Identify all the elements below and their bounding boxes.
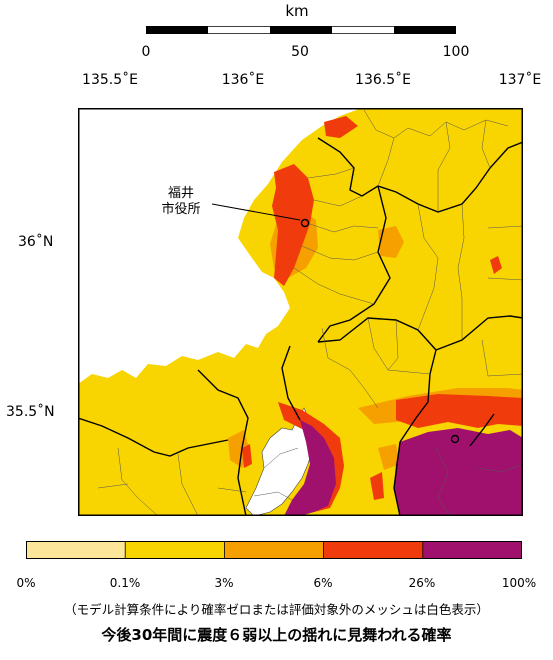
city-hall-marker [300,218,310,228]
prob-6-26-areas [242,116,523,512]
legend-bin-26-100 [422,541,522,559]
prob-26-100-areas [284,420,523,516]
legend-bin-3-6 [224,541,324,559]
municipal-boundaries [97,109,523,516]
map-title: 今後30年間に震度６弱以上の揺れに見舞われる確率 [101,626,452,644]
scale-tick-100: 100 [442,44,470,60]
legend-tick-100: 100% [501,576,537,590]
legend-tick-0-1: 0.1% [109,576,141,590]
legend-color-bar [26,541,522,559]
scale-segment [394,26,456,34]
lon-label-135-5: 135.5˚E [82,72,138,88]
legend-tick-6: 6% [313,576,333,590]
prefecture-boundaries [78,137,523,516]
secondary-marker [450,434,460,444]
scale-segment [270,26,332,34]
scale-tick-50: 50 [291,44,309,60]
scale-segment [146,26,208,34]
legend-bin-0.1-3 [125,541,225,559]
scale-bar [146,26,456,34]
legend-note: （モデル計算条件により確率ゼロまたは評価対象外のメッシュは白色表示） [64,602,489,617]
legend-tick-26: 26% [408,576,436,590]
lon-label-136-5: 136.5˚E [355,72,411,88]
city-hall-label-line1: 福井 [167,186,194,201]
lon-label-136: 136˚E [221,72,265,88]
hazard-map [78,108,523,516]
lon-label-137: 137˚E [498,72,542,88]
city-hall-label-line2: 市役所 [161,202,201,217]
city-hall-label: 福井 市役所 [156,186,206,218]
legend-tick-3: 3% [214,576,234,590]
scale-tick-0: 0 [141,44,151,60]
legend-bin-6-26 [323,541,423,559]
legend-bin-0-0.1 [26,541,126,559]
scale-unit-label: km [285,2,309,20]
legend-tick-0: 0% [16,576,36,590]
lat-label-36: 36˚N [18,234,54,250]
city-marker-leader-line [211,203,301,221]
lat-label-35-5: 35.5˚N [6,404,55,420]
